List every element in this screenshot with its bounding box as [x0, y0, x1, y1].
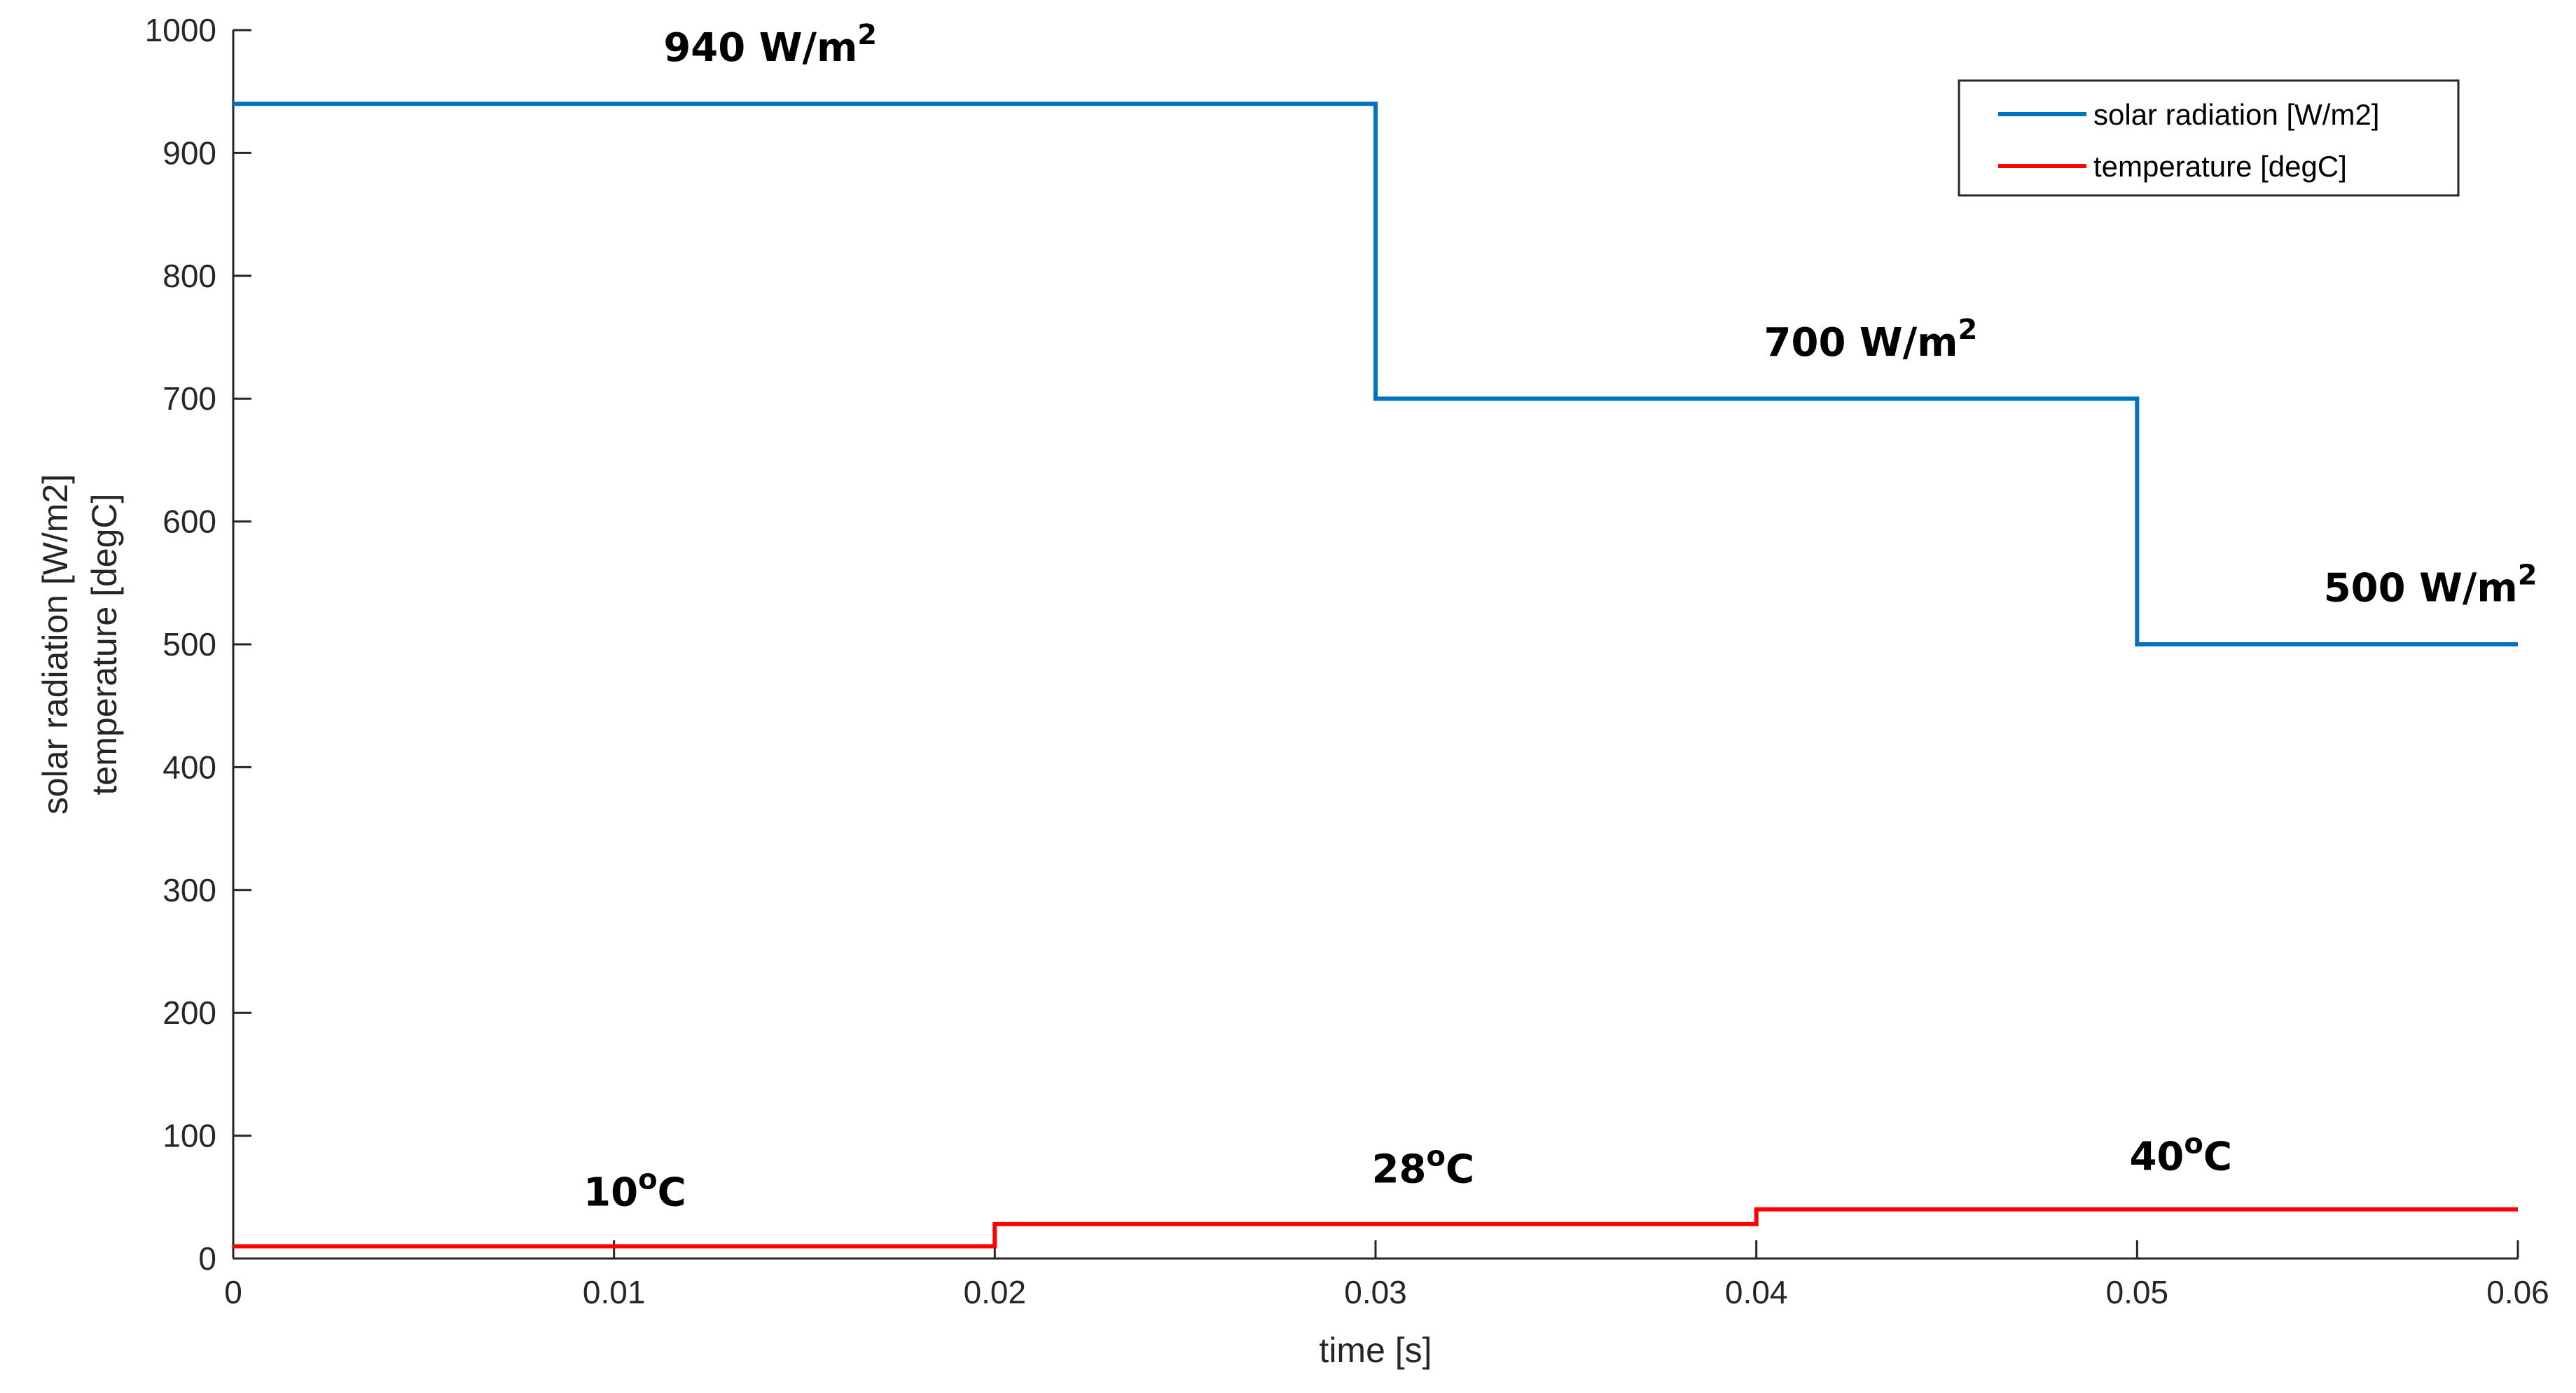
- plot-area: 0 0.01 0.02 0.03 0.04 0.05 0.06 0 100 200 300 400 5…: [145, 12, 2549, 1310]
- series-line-temperature: [233, 1207, 2518, 1249]
- x-tick-label: 0.03: [1344, 1274, 1407, 1310]
- y-tick-label: 200: [162, 994, 216, 1031]
- annotations: 940 W/m2 700 W/m2 500 W/m2 10oC 28oC 40oC: [583, 19, 2537, 1216]
- y-tick-label: 300: [162, 872, 216, 908]
- y-tick-label: 100: [162, 1118, 216, 1154]
- y-axis-label-line-1: solar radiation [W/m2]: [36, 474, 75, 815]
- data-annotation: 700 W/m2: [1764, 314, 1978, 366]
- y-tick-label: 1000: [145, 12, 216, 48]
- legend-entry-solar-radiation: solar radiation [W/m2]: [2093, 98, 2379, 131]
- x-ticks: 0 0.01 0.02 0.03 0.04 0.05 0.06: [224, 1240, 2549, 1310]
- x-tick-label: 0.02: [964, 1274, 1027, 1310]
- y-tick-label: 600: [162, 504, 216, 540]
- data-annotation: 10oC: [583, 1164, 686, 1216]
- y-tick-label: 700: [162, 380, 216, 417]
- data-annotation: 40oC: [2129, 1128, 2232, 1180]
- data-annotation: 940 W/m2: [663, 19, 877, 71]
- y-tick-label: 0: [198, 1240, 216, 1277]
- y-tick-label: 500: [162, 626, 216, 663]
- y-ticks: 0 100 200 300 400 500 600 700 800 900 1000: [145, 12, 251, 1277]
- y-tick-label: 900: [162, 134, 216, 171]
- series-group: [233, 102, 2518, 1249]
- y-axis-label: solar radiation [W/m2] temperature [degC…: [36, 474, 124, 815]
- x-tick-label: 0: [224, 1274, 242, 1310]
- y-axis-label-line-2: temperature [degC]: [85, 494, 124, 796]
- x-tick-label: 0.06: [2486, 1274, 2549, 1310]
- data-annotation: 28oC: [1372, 1140, 1475, 1192]
- legend-box: [1958, 79, 2460, 197]
- legend-entry-temperature: temperature [degC]: [2093, 150, 2347, 183]
- legend: solar radiation [W/m2] temperature [degC…: [1958, 79, 2460, 197]
- x-tick-label: 0.01: [583, 1274, 646, 1310]
- x-tick-label: 0.04: [1725, 1274, 1788, 1310]
- y-tick-label: 400: [162, 749, 216, 785]
- x-axis-label: time [s]: [1319, 1331, 1432, 1370]
- series-line-solar-radiation: [233, 102, 2518, 646]
- x-tick-label: 0.05: [2106, 1274, 2169, 1310]
- y-tick-label: 800: [162, 258, 216, 294]
- data-annotation: 500 W/m2: [2324, 560, 2537, 611]
